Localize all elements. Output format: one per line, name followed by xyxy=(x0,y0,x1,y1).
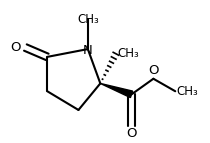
Text: O: O xyxy=(10,41,21,54)
Text: N: N xyxy=(83,44,93,57)
Text: O: O xyxy=(148,64,159,77)
Text: CH₃: CH₃ xyxy=(177,85,199,98)
Text: O: O xyxy=(126,127,137,140)
Text: CH₃: CH₃ xyxy=(77,13,99,26)
Polygon shape xyxy=(100,83,133,98)
Text: CH₃: CH₃ xyxy=(117,47,139,60)
